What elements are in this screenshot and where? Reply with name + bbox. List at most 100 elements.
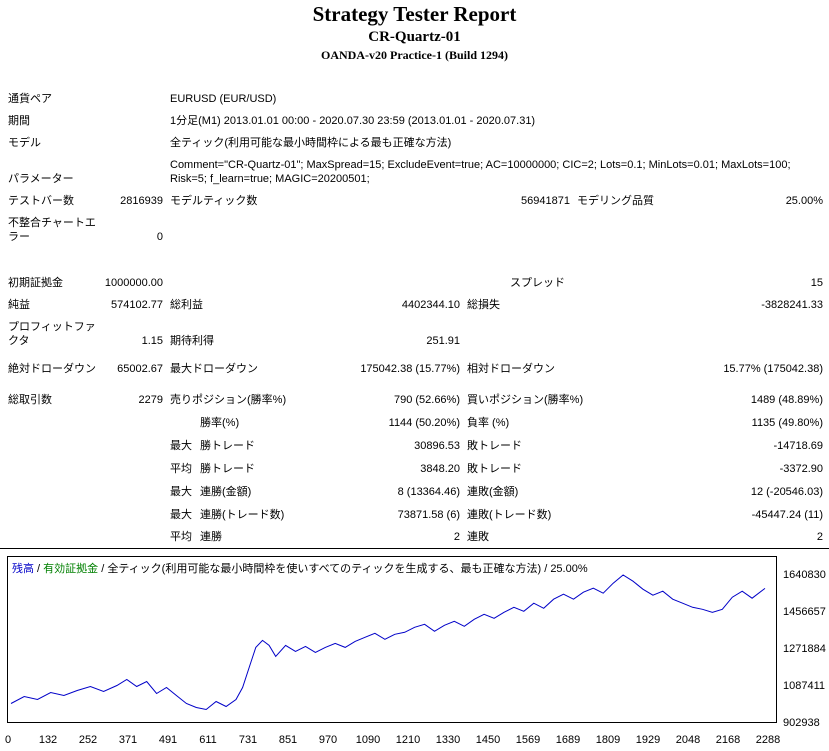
period-label: 期間: [8, 115, 30, 127]
legend-separator: /: [34, 563, 44, 575]
model-ticks-label: モデルティック数: [170, 195, 258, 207]
y-axis-label: 1271884: [783, 643, 826, 655]
x-axis-label: 491: [158, 734, 178, 746]
currency-pair-value: EURUSD (EUR/USD): [170, 93, 277, 105]
y-axis-label: 1640830: [783, 569, 826, 581]
x-axis-label: 2288: [755, 734, 781, 746]
table-row: 通貨ペア EURUSD (EUR/USD): [0, 88, 829, 110]
average-profit-trade-value: 3848.20: [420, 463, 460, 475]
net-profit-value: 574102.77: [111, 299, 163, 311]
average-consecutive-losses-label: 連敗: [467, 531, 489, 543]
consecutive-losses-count-label: 連敗(トレード数): [467, 509, 552, 521]
win-rate-value: 1144 (50.20%): [388, 417, 460, 429]
expected-payoff-value: 251.91: [426, 335, 460, 347]
table-row: プロフィットファクタ 1.15 期待利得 251.91: [0, 316, 829, 352]
max-modifier-label: 最大: [170, 509, 192, 521]
table-row: 期間 1分足(M1) 2013.01.01 00:00 - 2020.07.30…: [0, 110, 829, 132]
bars-tested-value: 2816939: [120, 195, 163, 207]
absolute-drawdown-label: 絶対ドローダウン: [8, 363, 96, 375]
balance-chart: 残高 / 有効証拠金 / 全ティック(利用可能な最小時間枠を使いすべてのティック…: [7, 556, 777, 723]
x-axis-label: 851: [278, 734, 298, 746]
maximal-drawdown-value: 175042.38 (15.77%): [360, 363, 460, 375]
net-profit-label: 純益: [8, 299, 30, 311]
expert-name: CR-Quartz-01: [368, 29, 461, 45]
x-axis-label: 1929: [635, 734, 661, 746]
consecutive-losses-count-value: -45447.24 (11): [751, 509, 823, 521]
balance-chart-canvas: [10, 574, 766, 711]
consecutive-wins-count-value: 73871.58 (6): [397, 509, 460, 521]
loss-rate-value: 1135 (49.80%): [751, 417, 823, 429]
table-row: 絶対ドローダウン 65002.67 最大ドローダウン 175042.38 (15…: [0, 358, 829, 380]
short-positions-value: 790 (52.66%): [393, 394, 460, 406]
expected-payoff-label: 期待利得: [170, 335, 214, 347]
consecutive-wins-count-label: 連勝(トレード数): [200, 509, 285, 521]
total-trades-label: 総取引数: [8, 394, 52, 406]
spacer: [0, 380, 829, 388]
x-axis-label: 1330: [435, 734, 461, 746]
absolute-drawdown-value: 65002.67: [117, 363, 163, 375]
x-axis-label: 371: [118, 734, 138, 746]
spacer: [0, 248, 829, 272]
x-axis-label: 970: [318, 734, 338, 746]
spread-value: 15: [810, 277, 823, 289]
x-axis-label: 1210: [395, 734, 421, 746]
x-axis-label: 132: [38, 734, 58, 746]
max-modifier-label: 最大: [170, 440, 192, 452]
table-row: パラメーター Comment="CR-Quartz-01"; MaxSpread…: [0, 154, 829, 190]
x-axis-label: 731: [238, 734, 258, 746]
consecutive-wins-money-label: 連勝(金額): [200, 486, 252, 498]
average-loss-trade-label: 敗トレード: [467, 463, 522, 475]
currency-pair-label: 通貨ペア: [8, 93, 52, 105]
legend-equity: 有効証拠金: [43, 563, 99, 575]
consecutive-losses-money-value: 12 (-20546.03): [750, 486, 823, 498]
largest-loss-trade-label: 敗トレード: [467, 440, 522, 452]
gross-loss-value: -3828241.33: [761, 299, 823, 311]
average-profit-trade-label: 勝トレード: [200, 463, 255, 475]
parameters-value: Comment="CR-Quartz-01"; MaxSpread=15; Ex…: [170, 159, 791, 185]
table-row: 勝率(%) 1144 (50.20%) 負率 (%) 1135 (49.80%): [0, 411, 829, 434]
initial-deposit-value: 1000000.00: [104, 277, 163, 289]
modeling-quality-label: モデリング品質: [577, 195, 654, 207]
gross-profit-value: 4402344.10: [401, 299, 460, 311]
model-ticks-value: 56941871: [521, 195, 570, 207]
table-row: 最大 連勝(金額) 8 (13364.46) 連敗(金額) 12 (-20546…: [0, 480, 829, 503]
legend-separator: /: [541, 563, 551, 575]
table-row: モデル 全ティック(利用可能な最小時間枠による最も正確な方法): [0, 132, 829, 154]
y-axis-label: 1456657: [783, 606, 826, 618]
profit-factor-label: プロフィットファクタ: [8, 321, 96, 347]
win-rate-label: 勝率(%): [200, 417, 240, 429]
summary-table: 通貨ペア EURUSD (EUR/USD) 期間 1分足(M1) 2013.01…: [0, 88, 829, 549]
x-axis-label: 252: [78, 734, 98, 746]
page-title: Strategy Tester Report: [312, 2, 517, 26]
legend-quality: 25.00%: [550, 563, 588, 575]
server-build: OANDA-v20 Practice-1 (Build 1294): [321, 48, 508, 62]
consecutive-losses-money-label: 連敗(金額): [467, 486, 519, 498]
relative-drawdown-value: 15.77% (175042.38): [723, 363, 823, 375]
table-row: 最大 勝トレード 30896.53 敗トレード -14718.69: [0, 434, 829, 457]
avg-modifier-label: 平均: [170, 463, 192, 475]
bars-tested-label: テストバー数: [8, 195, 74, 207]
table-row: テストバー数 2816939 モデルティック数 56941871 モデリング品質…: [0, 190, 829, 212]
table-row: 平均 勝トレード 3848.20 敗トレード -3372.90: [0, 457, 829, 480]
consecutive-wins-money-value: 8 (13364.46): [397, 486, 460, 498]
y-axis-label: 902938: [783, 717, 820, 729]
table-row: 純益 574102.77 総利益 4402344.10 総損失 -3828241…: [0, 294, 829, 316]
short-positions-label: 売りポジション(勝率%): [170, 394, 287, 406]
table-row: 最大 連勝(トレード数) 73871.58 (6) 連敗(トレード数) -454…: [0, 503, 829, 526]
x-axis-label: 611: [199, 734, 217, 746]
spread-label: スプレッド: [510, 277, 565, 289]
average-consecutive-wins-label: 連勝: [200, 531, 222, 543]
x-axis: 0 132 252 371 491 611 731 851 970 1090 1210 1330 145…: [4, 733, 787, 749]
relative-drawdown-label: 相対ドローダウン: [467, 363, 555, 375]
report-header: Strategy Tester Report CR-Quartz-01 OAND…: [0, 1, 829, 63]
x-axis-label: 0: [4, 734, 12, 746]
x-axis-label: 1569: [515, 734, 541, 746]
table-row: 不整合チャートエラー 0: [0, 212, 829, 248]
maximal-drawdown-label: 最大ドローダウン: [170, 363, 258, 375]
model-label: モデル: [8, 137, 41, 149]
x-axis-label: 1450: [475, 734, 501, 746]
x-axis-label: 2168: [715, 734, 741, 746]
model-value: 全ティック(利用可能な最小時間枠による最も正確な方法): [170, 137, 452, 149]
x-axis-label: 1090: [355, 734, 381, 746]
average-consecutive-wins-value: 2: [453, 531, 460, 543]
